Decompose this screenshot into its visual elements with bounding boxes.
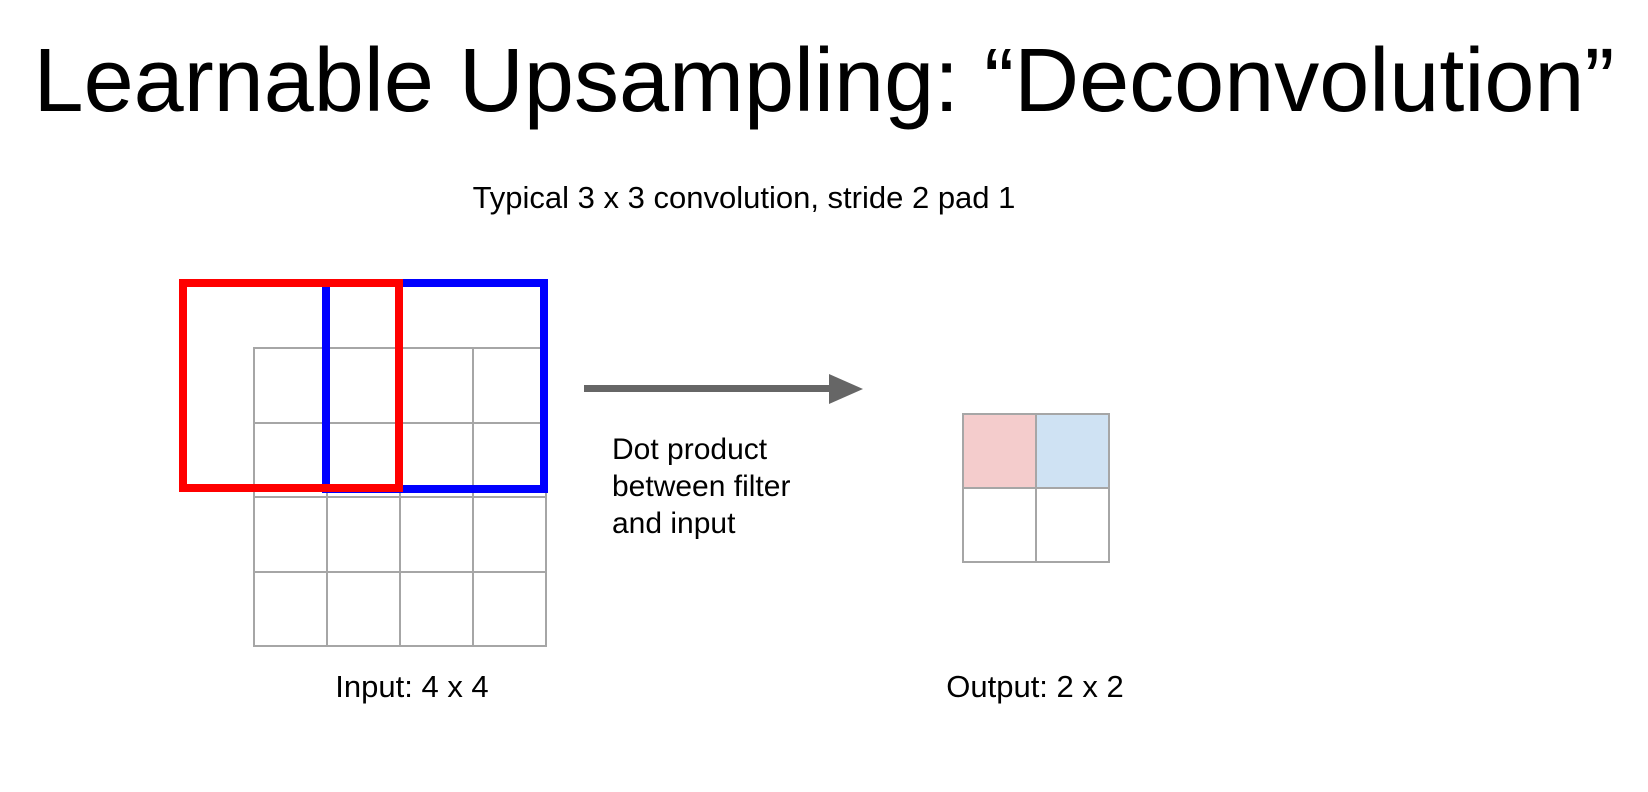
- input-grid-cell: [327, 497, 400, 572]
- arrow-label: Dot product between filter and input: [612, 433, 791, 540]
- input-grid-cell: [254, 571, 327, 646]
- input-grid-cell: [400, 497, 473, 572]
- arrow-shaft: [584, 385, 830, 392]
- input-grid-cell: [327, 571, 400, 646]
- output-grid-cell: [963, 488, 1036, 562]
- arrow-head-icon: [829, 374, 863, 404]
- slide-subtitle: Typical 3 x 3 convolution, stride 2 pad …: [472, 180, 1016, 215]
- red-filter-window: [179, 279, 403, 492]
- input-grid-cell: [400, 571, 473, 646]
- input-size-label: Input: 4 x 4: [335, 669, 489, 704]
- output-grid-cell: [1036, 488, 1109, 562]
- input-grid-cell: [473, 571, 546, 646]
- input-grid-cell: [254, 497, 327, 572]
- output-size-label: Output: 2 x 2: [946, 669, 1124, 704]
- output-grid: [962, 413, 1110, 563]
- output-cell-blue-filter: [1036, 414, 1109, 488]
- page-title: Learnable Upsampling: “Deconvolution”: [33, 31, 1615, 131]
- output-cell-red-filter: [963, 414, 1036, 488]
- input-grid-cell: [473, 497, 546, 572]
- blue-filter-window: [322, 279, 548, 493]
